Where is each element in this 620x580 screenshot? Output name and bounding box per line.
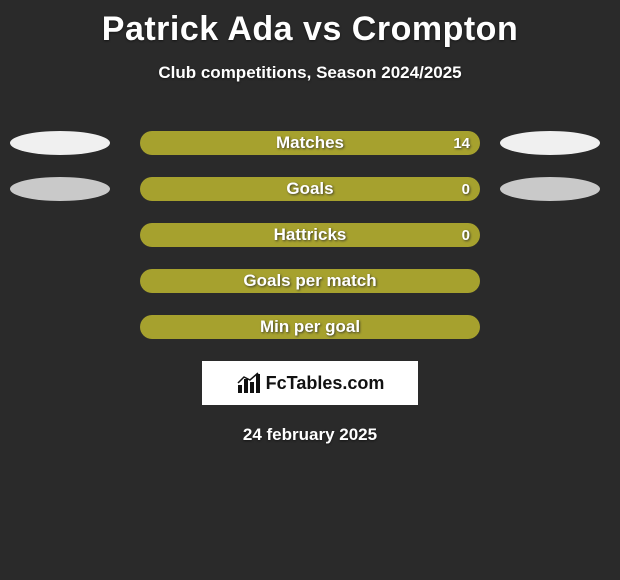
stat-row-goals: Goals 0	[0, 177, 620, 201]
stat-label: Hattricks	[140, 225, 480, 245]
stat-row-goals-per-match: Goals per match	[0, 269, 620, 293]
page-title: Patrick Ada vs Crompton	[102, 10, 518, 49]
stat-value-right: 14	[453, 135, 470, 152]
bar-chart-icon	[236, 371, 262, 395]
stat-row-min-per-goal: Min per goal	[0, 315, 620, 339]
stat-label: Min per goal	[140, 317, 480, 337]
stat-label: Goals	[140, 179, 480, 199]
stat-bar: Min per goal	[140, 315, 480, 339]
stat-value-right: 0	[462, 227, 470, 244]
branding-prefix: Fc	[266, 373, 287, 393]
date-text: 24 february 2025	[243, 425, 377, 445]
stat-bar: Matches 14	[140, 131, 480, 155]
stat-bar: Goals per match	[140, 269, 480, 293]
ellipse-decorator-left	[10, 131, 110, 155]
ellipse-decorator-right	[500, 177, 600, 201]
comparison-infographic: Patrick Ada vs Crompton Club competition…	[0, 0, 620, 445]
stat-row-hattricks: Hattricks 0	[0, 223, 620, 247]
stat-label: Goals per match	[140, 271, 480, 291]
branding-text: FcTables.com	[266, 373, 385, 394]
ellipse-decorator-left	[10, 177, 110, 201]
subtitle: Club competitions, Season 2024/2025	[158, 63, 461, 83]
stat-bar: Goals 0	[140, 177, 480, 201]
stat-rows: Matches 14 Goals 0 Hattricks 0 Goals per…	[0, 131, 620, 339]
stat-value-right: 0	[462, 181, 470, 198]
stat-bar: Hattricks 0	[140, 223, 480, 247]
branding-main: Tables	[287, 373, 343, 393]
branding-suffix: .com	[342, 373, 384, 393]
ellipse-decorator-right	[500, 131, 600, 155]
stat-label: Matches	[140, 133, 480, 153]
branding-box: FcTables.com	[202, 361, 418, 405]
stat-row-matches: Matches 14	[0, 131, 620, 155]
